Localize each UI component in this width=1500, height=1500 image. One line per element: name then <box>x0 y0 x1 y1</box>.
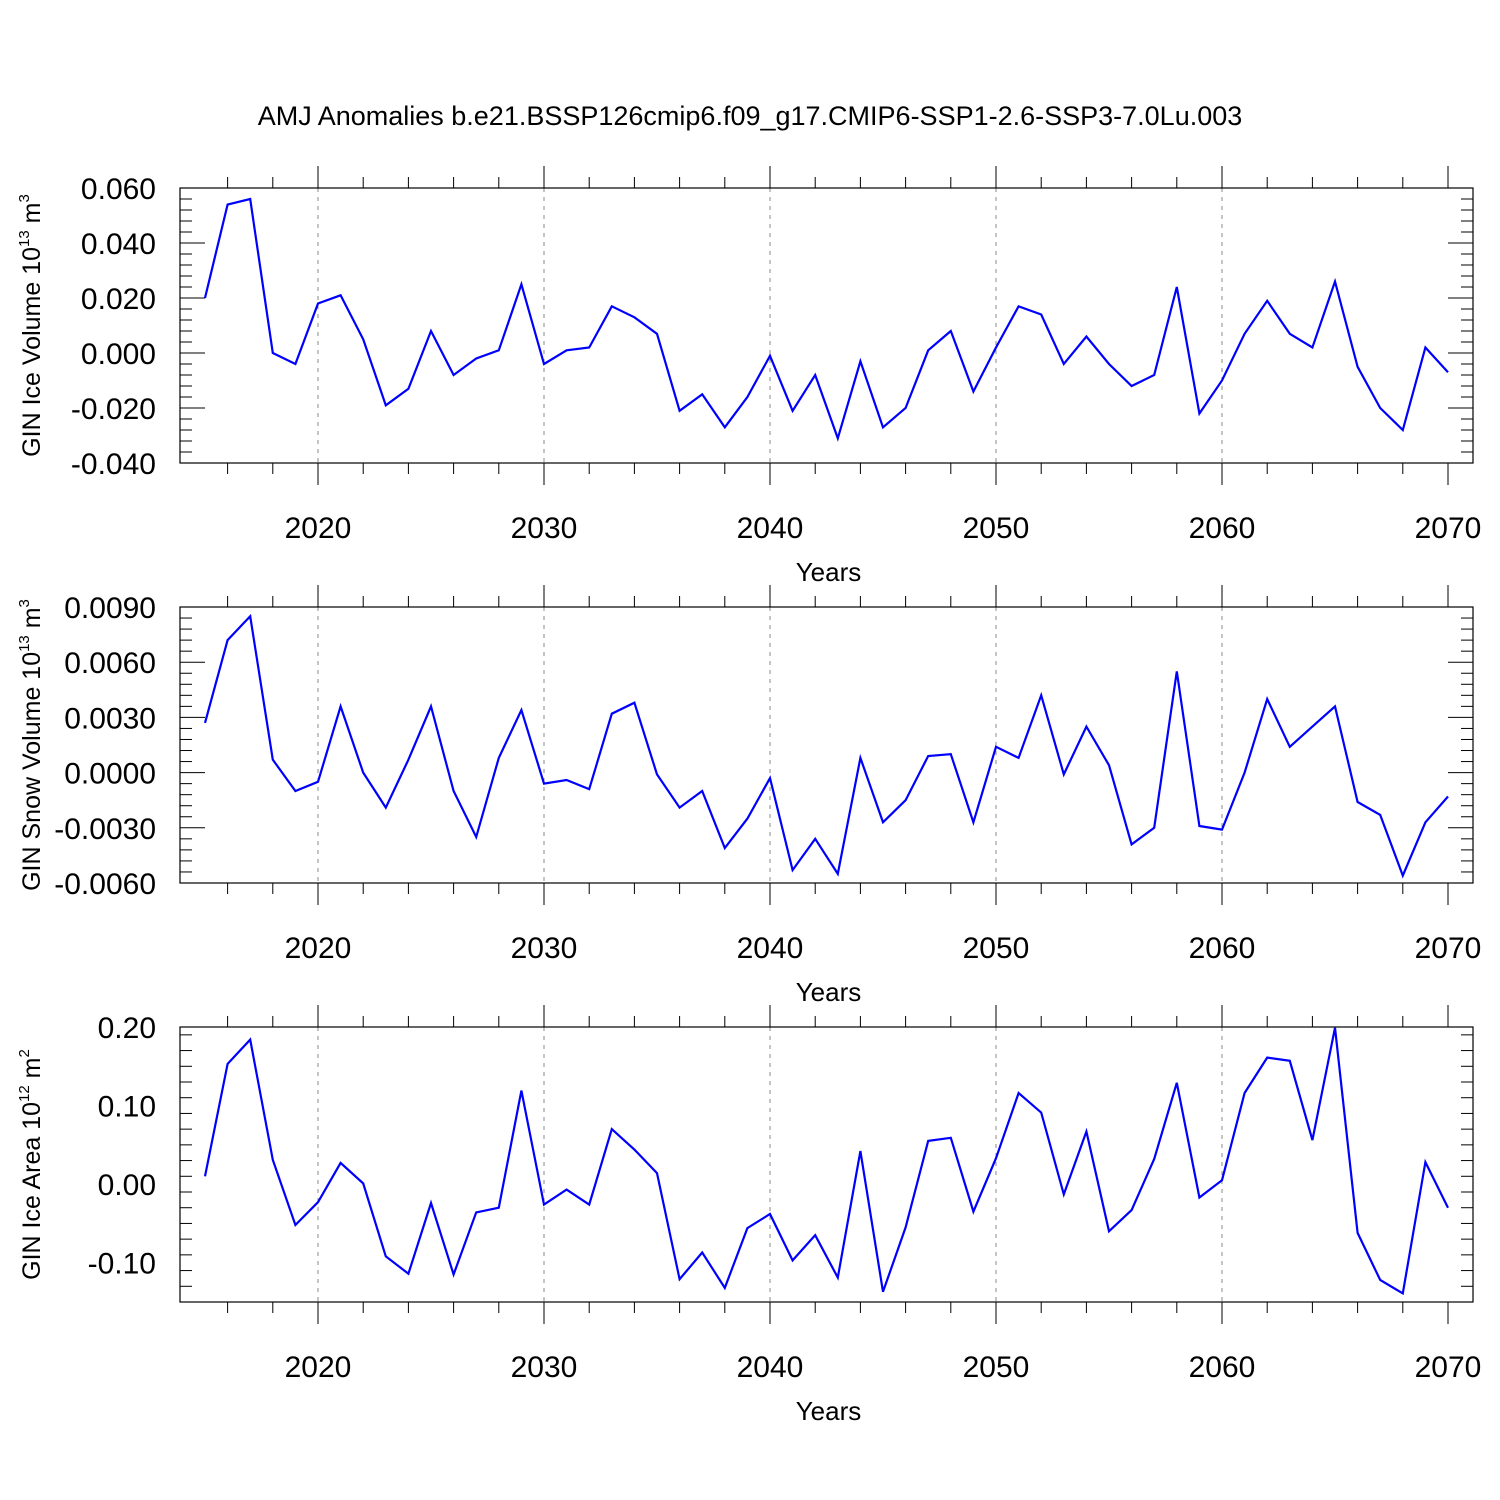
y-tick-label: 0.040 <box>81 228 156 261</box>
x-tick-label: 2020 <box>285 932 352 965</box>
x-tick-label: 2020 <box>285 1351 352 1384</box>
y-axis-label: GIN Ice Area 1012 m2 <box>16 1049 46 1280</box>
y-tick-label: -0.0030 <box>54 813 156 846</box>
y-tick-label: 0.0060 <box>64 647 156 680</box>
x-tick-label: 2060 <box>1189 512 1256 545</box>
y-axis-label: GIN Snow Volume 1013 m3 <box>16 599 46 891</box>
plot-frame <box>179 606 1474 884</box>
y-tick-label: -0.020 <box>71 393 156 426</box>
x-axis-label: Years <box>796 1396 862 1426</box>
plot-frame <box>179 187 1474 464</box>
y-tick-label: 0.00 <box>98 1169 156 1202</box>
y-tick-label: 0.000 <box>81 338 156 371</box>
x-tick-label: 2040 <box>737 512 804 545</box>
x-axis-label: Years <box>796 557 862 587</box>
plot-frame <box>179 1026 1474 1303</box>
y-tick-label: 0.0030 <box>64 702 156 735</box>
panel-2: -0.0060 -0.0030 0.0000 0.0030 0.0060 0.0090 20… <box>16 585 1481 1007</box>
y-tick-label: 0.020 <box>81 283 156 316</box>
x-tick-label: 2070 <box>1415 512 1482 545</box>
y-tick-label: 0.060 <box>81 173 156 206</box>
x-tick-label: 2020 <box>285 512 352 545</box>
x-tick-label: 2040 <box>737 1351 804 1384</box>
y-tick-label: 0.0090 <box>64 592 156 625</box>
x-tick-label: 2040 <box>737 932 804 965</box>
series-line <box>203 613 1449 879</box>
x-tick-label: 2030 <box>511 512 578 545</box>
y-axis-label: GIN Ice Volume 1013 m3 <box>16 194 46 457</box>
y-tick-label: -0.040 <box>71 448 156 481</box>
x-tick-label: 2060 <box>1189 932 1256 965</box>
y-tick-label: 0.10 <box>98 1091 156 1124</box>
x-axis-label: Years <box>796 977 862 1007</box>
x-tick-label: 2050 <box>963 512 1030 545</box>
x-tick-label: 2030 <box>511 1351 578 1384</box>
panel-1: -0.040 -0.020 0.000 0.020 0.040 0.060 2020 2030… <box>16 166 1481 587</box>
x-tick-label: 2070 <box>1415 1351 1482 1384</box>
y-tick-label: -0.10 <box>88 1248 156 1281</box>
y-tick-label: -0.0060 <box>54 868 156 901</box>
series-line <box>203 1027 1449 1296</box>
x-tick-label: 2050 <box>963 932 1030 965</box>
x-tick-label: 2050 <box>963 1351 1030 1384</box>
x-tick-label: 2060 <box>1189 1351 1256 1384</box>
x-tick-label: 2030 <box>511 932 578 965</box>
series-line <box>203 197 1449 442</box>
y-tick-label: 0.0000 <box>64 758 156 791</box>
x-tick-label: 2070 <box>1415 932 1482 965</box>
panel-3: -0.10 0.00 0.10 0.20 2020 2030 2040 2050 2060 207… <box>16 1005 1481 1426</box>
figure-title: AMJ Anomalies b.e21.BSSP126cmip6.f09_g17… <box>258 101 1243 131</box>
y-tick-label: 0.20 <box>98 1012 156 1045</box>
